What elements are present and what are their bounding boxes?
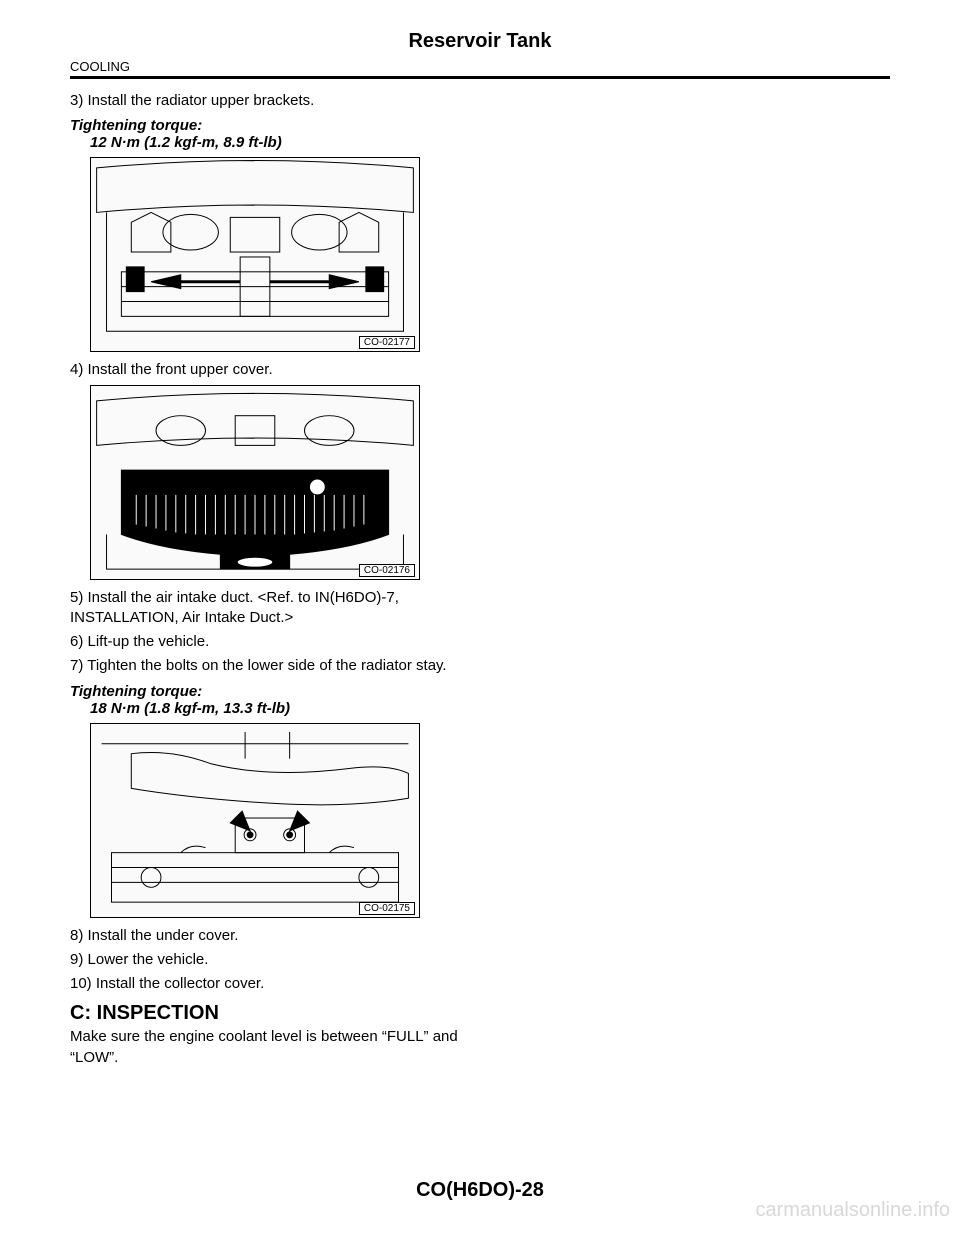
step-6: 6) Lift-up the vehicle. <box>70 632 480 652</box>
figure-3-svg <box>91 724 419 917</box>
content-column: 3) Install the radiator upper brackets. … <box>70 91 480 1068</box>
step-9: 9) Lower the vehicle. <box>70 950 480 970</box>
figure-3: CO-02175 <box>90 723 420 918</box>
torque-label-2: Tightening torque: <box>70 683 480 700</box>
step-3: 3) Install the radiator upper brackets. <box>70 91 480 111</box>
step-4: 4) Install the front upper cover. <box>70 360 480 380</box>
header-rule <box>70 76 890 79</box>
figure-3-code: CO-02175 <box>359 902 415 915</box>
watermark: carmanualsonline.info <box>755 1199 950 1222</box>
torque-value-1: 12 N·m (1.2 kgf-m, 8.9 ft-lb) <box>70 134 480 151</box>
torque-value-2: 18 N·m (1.8 kgf-m, 13.3 ft-lb) <box>70 700 480 717</box>
torque-label-1: Tightening torque: <box>70 117 480 134</box>
figure-2-svg <box>91 386 419 579</box>
inspection-text: Make sure the engine coolant level is be… <box>70 1027 480 1068</box>
step-8: 8) Install the under cover. <box>70 926 480 946</box>
figure-1-code: CO-02177 <box>359 336 415 349</box>
figure-2-code: CO-02176 <box>359 564 415 577</box>
figure-1-svg <box>91 158 419 351</box>
inspection-heading: C: INSPECTION <box>70 1002 480 1025</box>
step-5: 5) Install the air intake duct. <Ref. to… <box>70 588 480 629</box>
step-10: 10) Install the collector cover. <box>70 974 480 994</box>
figure-2: CO-02176 <box>90 385 420 580</box>
figure-1: CO-02177 <box>90 157 420 352</box>
page-title: Reservoir Tank <box>70 30 890 53</box>
step-7: 7) Tighten the bolts on the lower side o… <box>70 656 480 676</box>
section-label: COOLING <box>70 59 890 74</box>
